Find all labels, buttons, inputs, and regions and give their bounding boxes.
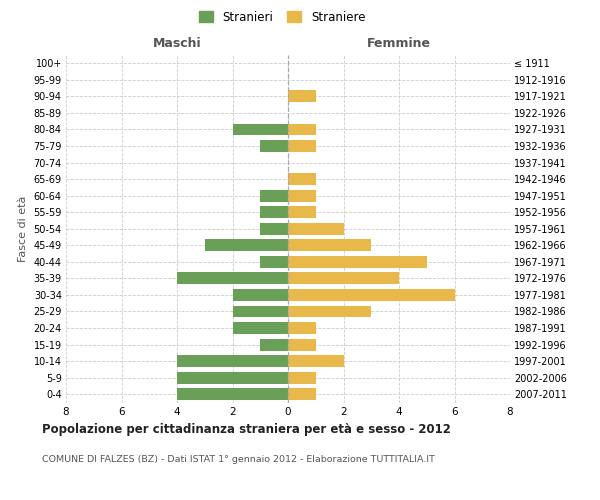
Text: Femmine: Femmine (367, 37, 431, 50)
Bar (288, 289, 455, 301)
Bar (260, 190, 288, 202)
Bar (288, 90, 316, 102)
Bar (288, 388, 316, 400)
Bar (260, 140, 288, 152)
Bar (233, 289, 288, 301)
Bar (233, 306, 288, 318)
Bar (260, 338, 288, 350)
Bar (288, 338, 316, 350)
Text: Popolazione per cittadinanza straniera per età e sesso - 2012: Popolazione per cittadinanza straniera p… (42, 422, 451, 436)
Legend: Stranieri, Straniere: Stranieri, Straniere (194, 6, 370, 28)
Bar (260, 256, 288, 268)
Bar (288, 206, 316, 218)
Bar (288, 355, 343, 367)
Text: COMUNE DI FALZES (BZ) - Dati ISTAT 1° gennaio 2012 - Elaborazione TUTTITALIA.IT: COMUNE DI FALZES (BZ) - Dati ISTAT 1° ge… (42, 455, 435, 464)
Bar (288, 322, 316, 334)
Bar (288, 140, 316, 152)
Bar (233, 124, 288, 136)
Bar (288, 190, 316, 202)
Bar (177, 272, 288, 284)
Bar (260, 206, 288, 218)
Bar (288, 173, 316, 185)
Bar (205, 240, 288, 252)
Y-axis label: Fasce di età: Fasce di età (18, 196, 28, 262)
Text: Maschi: Maschi (152, 37, 202, 50)
Bar (288, 372, 316, 384)
Bar (288, 223, 343, 234)
Bar (177, 388, 288, 400)
Bar (260, 223, 288, 234)
Bar (288, 124, 316, 136)
Bar (288, 256, 427, 268)
Bar (233, 322, 288, 334)
Bar (177, 355, 288, 367)
Bar (288, 306, 371, 318)
Bar (177, 372, 288, 384)
Bar (288, 240, 371, 252)
Bar (288, 272, 399, 284)
